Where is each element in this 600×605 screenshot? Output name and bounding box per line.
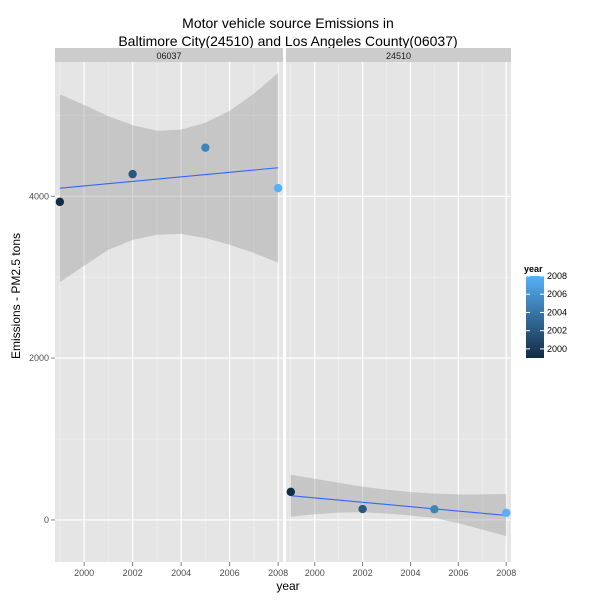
facet-strip bbox=[286, 48, 511, 62]
data-point bbox=[128, 169, 137, 179]
y-tick-label: 0 bbox=[44, 515, 49, 525]
data-point bbox=[430, 505, 439, 514]
x-tick-label: 2008 bbox=[268, 568, 288, 578]
x-axis-title: year bbox=[276, 579, 299, 593]
facet-strip-label: 06037 bbox=[156, 51, 181, 61]
x-tick-label: 2000 bbox=[74, 568, 94, 578]
legend: year 2008 2006 2004 2002 2000 bbox=[524, 264, 567, 358]
x-tick-label: 2000 bbox=[305, 568, 325, 578]
fit-line bbox=[290, 495, 507, 517]
x-tick-label: 2006 bbox=[448, 568, 468, 578]
x-tick-label: 2008 bbox=[496, 568, 516, 578]
legend-label: 2008 bbox=[547, 271, 567, 281]
panel-background bbox=[55, 62, 283, 562]
chart-title-line-1: Motor vehicle source Emissions in bbox=[182, 15, 394, 31]
panel-background bbox=[286, 62, 511, 562]
y-tick-label: 2000 bbox=[29, 353, 49, 363]
y-tick-label: 4000 bbox=[29, 191, 49, 201]
x-tick-label: 2002 bbox=[123, 568, 143, 578]
facet-strip bbox=[55, 48, 283, 62]
legend-label: 2006 bbox=[547, 289, 567, 299]
data-point bbox=[358, 504, 367, 514]
legend-label: 2002 bbox=[547, 326, 567, 336]
data-point bbox=[502, 508, 511, 518]
legend-label: 2004 bbox=[547, 307, 567, 317]
x-tick-label: 2004 bbox=[171, 568, 191, 578]
legend-colorbar bbox=[526, 276, 544, 358]
facet-panel-24510: 24510 2000 2002 2004 2006 2008 bbox=[286, 48, 516, 578]
data-point bbox=[273, 183, 283, 193]
x-tick-label: 2006 bbox=[220, 568, 240, 578]
facet-panel-06037: 06037 2000 2002 2004 2006 2008 0 2000 4000 bbox=[29, 48, 288, 578]
y-axis-title: Emissions - PM2.5 tons bbox=[9, 233, 23, 359]
facet-strip-label: 24510 bbox=[386, 51, 411, 61]
fit-line bbox=[59, 167, 279, 189]
legend-title: year bbox=[524, 264, 543, 274]
x-tick-label: 2002 bbox=[353, 568, 373, 578]
data-point bbox=[55, 197, 65, 207]
legend-label: 2000 bbox=[547, 344, 567, 354]
x-tick-label: 2004 bbox=[400, 568, 420, 578]
chart-title-line-2: Baltimore City(24510) and Los Angeles Co… bbox=[118, 33, 457, 49]
data-point bbox=[286, 487, 295, 497]
data-point bbox=[201, 143, 210, 152]
